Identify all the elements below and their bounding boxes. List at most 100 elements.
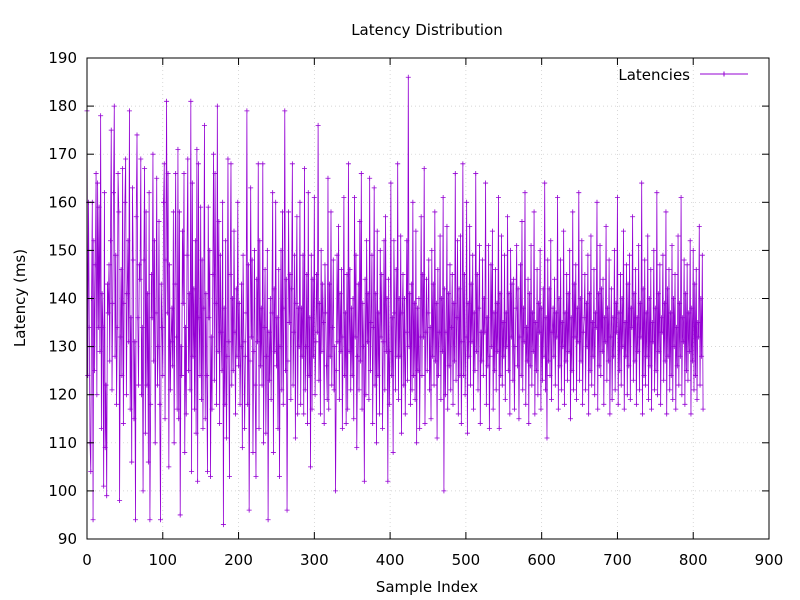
- data-point: [289, 161, 295, 167]
- data-point: [479, 358, 485, 364]
- data-point: [357, 219, 363, 225]
- data-point: [326, 281, 332, 287]
- y-tick-label: 110: [48, 434, 77, 452]
- data-point: [297, 199, 303, 205]
- data-point: [271, 286, 277, 292]
- data-point: [652, 387, 658, 393]
- data-point: [192, 406, 198, 412]
- data-point: [485, 363, 491, 369]
- data-point: [378, 334, 384, 340]
- data-point: [584, 344, 590, 350]
- data-point: [552, 382, 558, 388]
- data-point: [634, 315, 640, 321]
- data-point: [321, 421, 327, 427]
- data-point: [186, 368, 192, 374]
- data-point: [430, 353, 436, 359]
- data-point: [413, 228, 419, 234]
- data-point: [322, 262, 328, 268]
- data-point: [565, 291, 571, 297]
- data-point: [446, 363, 452, 369]
- data-point: [511, 406, 517, 412]
- data-point: [590, 353, 596, 359]
- data-point: [693, 267, 699, 273]
- data-point: [580, 401, 586, 407]
- data-point: [536, 329, 542, 335]
- data-point: [414, 305, 420, 311]
- y-axis-title: Latency (ms): [11, 249, 29, 347]
- data-point: [195, 161, 201, 167]
- data-point: [401, 382, 407, 388]
- data-point: [336, 223, 342, 229]
- data-point: [561, 228, 567, 234]
- data-point: [129, 459, 135, 465]
- data-point: [450, 401, 456, 407]
- data-point: [649, 406, 655, 412]
- data-point: [304, 271, 310, 277]
- data-point: [332, 344, 338, 350]
- data-point: [603, 223, 609, 229]
- data-point: [132, 339, 138, 345]
- data-point: [174, 406, 180, 412]
- data-point: [445, 406, 451, 412]
- data-point: [283, 368, 289, 374]
- data-point: [311, 353, 317, 359]
- data-point: [570, 387, 576, 393]
- data-point: [238, 344, 244, 350]
- data-point: [557, 363, 563, 369]
- data-point: [624, 392, 630, 398]
- data-point: [104, 281, 110, 287]
- data-point: [354, 445, 360, 451]
- data-point: [173, 170, 179, 176]
- data-point: [633, 401, 639, 407]
- data-point: [555, 406, 561, 412]
- data-point: [423, 329, 429, 335]
- data-point: [215, 348, 221, 354]
- data-point: [469, 339, 475, 345]
- data-point: [119, 372, 125, 378]
- data-point: [278, 247, 284, 253]
- data-point: [662, 358, 668, 364]
- data-point: [541, 353, 547, 359]
- data-point: [455, 411, 461, 417]
- data-point: [342, 310, 348, 316]
- data-point: [117, 334, 123, 340]
- data-point: [93, 170, 99, 176]
- data-point: [699, 252, 705, 258]
- data-point: [470, 406, 476, 412]
- data-point: [434, 435, 440, 441]
- data-point: [582, 271, 588, 277]
- data-point: [289, 286, 295, 292]
- data-point: [658, 315, 664, 321]
- data-point: [452, 170, 458, 176]
- data-point: [317, 300, 323, 306]
- data-point: [562, 310, 568, 316]
- data-point: [239, 445, 245, 451]
- data-point: [608, 286, 614, 292]
- data-point: [398, 233, 404, 239]
- data-point: [426, 257, 432, 263]
- data-point: [309, 406, 315, 412]
- data-point: [124, 291, 130, 297]
- data-point: [352, 334, 358, 340]
- data-point: [130, 257, 136, 263]
- data-point: [338, 348, 344, 354]
- data-point: [428, 416, 434, 422]
- data-point: [340, 334, 346, 340]
- data-point: [480, 372, 486, 378]
- data-point: [480, 257, 486, 263]
- data-point: [517, 334, 523, 340]
- data-point: [312, 392, 318, 398]
- data-point: [221, 305, 227, 311]
- data-point: [430, 281, 436, 287]
- data-point: [567, 416, 573, 422]
- data-point: [367, 175, 373, 181]
- data-point: [323, 310, 329, 316]
- data-point: [187, 387, 193, 393]
- data-point: [681, 257, 687, 263]
- data-point: [172, 281, 178, 287]
- data-point: [403, 329, 409, 335]
- y-tick-label: 130: [48, 338, 77, 356]
- data-point: [106, 262, 112, 268]
- data-point: [558, 257, 564, 263]
- data-point: [240, 252, 246, 258]
